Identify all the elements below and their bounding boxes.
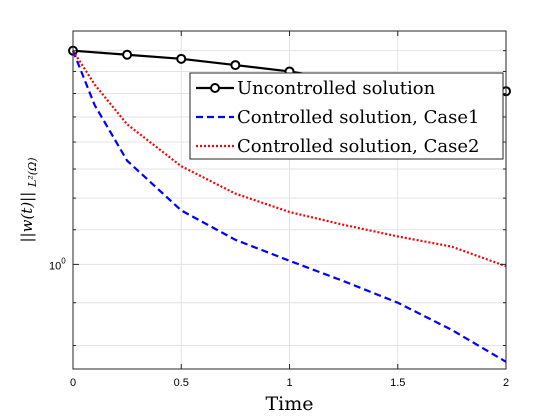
series-line-1 [71, 50, 507, 363]
y-axis-label-main: ||w(t)|| [18, 192, 36, 243]
x-tick-label: 0 [70, 377, 76, 389]
x-tick-label: 1.5 [390, 377, 405, 389]
series-point-0 [176, 53, 187, 64]
y-axis-label-subscript: L²(Ω) [26, 158, 39, 188]
y-axis-label: ||w(t)|| L²(Ω) [18, 158, 39, 243]
x-tick-label: 0.5 [174, 377, 189, 389]
x-tick-label: 1 [286, 377, 292, 389]
x-axis-label: Time [265, 393, 313, 415]
series-point-0 [230, 60, 241, 71]
legend: Uncontrolled solution Controlled solutio… [189, 72, 504, 160]
y-tick-label-base: 10 [49, 260, 61, 272]
y-tick-label: 100 [49, 256, 66, 272]
series-point-0 [122, 49, 133, 60]
legend-marker-uncontrolled [210, 83, 220, 93]
legend-box [189, 72, 504, 160]
legend-label-uncontrolled: Uncontrolled solution [237, 78, 436, 99]
series-line-2 [72, 50, 507, 268]
legend-label-case2: Controlled solution, Case2 [237, 136, 479, 157]
legend-label-case1: Controlled solution, Case1 [237, 107, 479, 128]
x-tick-label: 2 [503, 377, 509, 389]
y-tick-label-exponent: 0 [61, 256, 66, 265]
